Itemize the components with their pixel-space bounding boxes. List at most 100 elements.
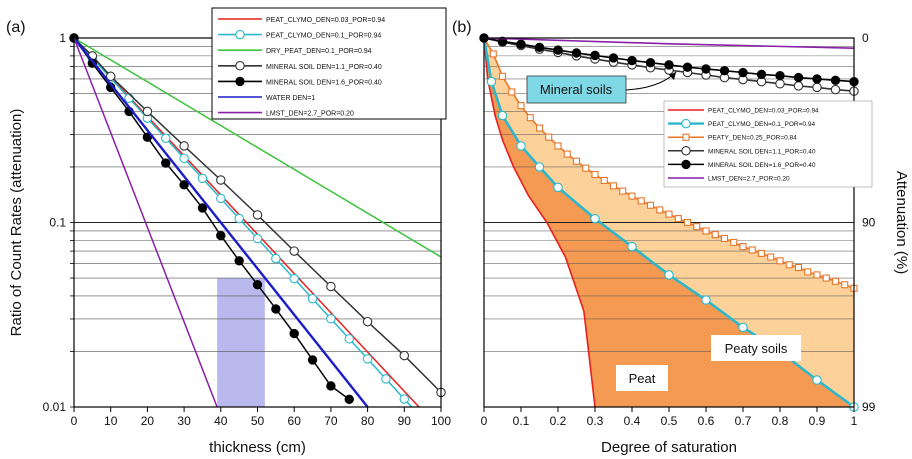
legend-marker-b (681, 159, 691, 170)
series-b-2-point (656, 206, 664, 214)
series-b-2-point (572, 157, 581, 165)
series-b-2-point (711, 231, 719, 239)
series-b-2-point (748, 246, 756, 254)
series-b-4-point (571, 48, 582, 58)
ytick-label-a: 1 (59, 31, 66, 45)
xtick-label-b: 0.8 (772, 414, 789, 428)
series-b-3-point (775, 78, 785, 89)
series-b-4-point (719, 65, 730, 76)
series-a-1-point (344, 334, 354, 344)
legend-a: PEAT_CLYMO_DEN=0.03_POR=0.94 PEAT_CLYMO_D… (211, 7, 447, 120)
series-a-4-point (271, 304, 281, 314)
series-a-1-point (307, 293, 318, 304)
xtick-label-b: 0.6 (698, 414, 715, 428)
xtick-label-a: 30 (177, 414, 191, 428)
series-b-2-point (822, 274, 830, 282)
series-a-1-point (124, 93, 134, 103)
xtick-label-b: 0.5 (661, 414, 678, 428)
xtick-label-b: 0.7 (735, 414, 752, 428)
xtick-label-b: 1 (851, 414, 858, 428)
legend-marker-a (235, 76, 245, 87)
legend-label-b: LMST_DEN=2.7_POR=0.20 (708, 176, 790, 183)
series-b-3-point (812, 82, 822, 93)
series-a-1-point (381, 374, 391, 384)
xtick-label-a: 70 (324, 414, 338, 428)
mineral-soils-box (526, 75, 627, 104)
x-axis-label-a: thickness (cm) (209, 439, 306, 456)
series-b-2-point (637, 197, 645, 205)
series-a-4-line (73, 37, 350, 401)
series-b-2-point (702, 227, 710, 235)
legend-box-a (211, 7, 447, 120)
series-a-4-point (289, 328, 299, 339)
xtick-label-b: 0.2 (550, 414, 567, 428)
series-b-2-point (767, 253, 775, 261)
series-b-1-point (516, 141, 526, 151)
series-a-2-line (73, 37, 442, 258)
legend-label-b: PEAT_CLYMO_DEN=0.1_POR=0.94 (708, 121, 815, 128)
series-a-3-point (399, 350, 410, 361)
series-b-2-point (591, 170, 599, 179)
mineral-soils-arrowhead (669, 72, 676, 80)
series-b-2-point (619, 187, 627, 195)
legend-box-b (663, 100, 873, 188)
series-b-2-point (794, 263, 803, 272)
xtick-label-a: 80 (361, 414, 375, 428)
legend-label-b: MINERAL SOIL DEN=1.6_POR=0.40 (708, 162, 816, 169)
series-b-4-point (590, 50, 600, 61)
legend-label-a: DRY_PEAT_DEN=0.1_POR=0.94 (266, 48, 372, 55)
series-a-3-point (105, 71, 116, 82)
legend-label-a: MINERAL SOIL DEN=1.6_POR=0.40 (266, 79, 382, 86)
series-a-1-point (362, 354, 373, 364)
series-b-5-line (483, 37, 855, 49)
y-axis-label-b: Attenuation (%) (893, 171, 910, 274)
series-a-4-point (307, 355, 318, 365)
series-a-1-point (326, 314, 336, 324)
series-b-2-point (739, 243, 747, 251)
xtick-label-a: 20 (141, 414, 155, 428)
xtick-label-b: 0.3 (587, 414, 604, 428)
panel-a: 0 10 20 30 40 50 60 70 80 90 100 1 0.1 0.01 (a) thickne… (6, 7, 451, 456)
legend-marker-a (235, 29, 245, 40)
series-b-2-point (517, 102, 525, 110)
series-a-6-line (73, 37, 218, 408)
series-a-1-point (234, 213, 244, 224)
series-a-4-point (252, 280, 263, 290)
series-b-4-point (701, 64, 711, 74)
panel-b: 0 0.1 0.2 0.3 0.4 0.5 0.6 0.7 0.8 0.9 1 0 90 99 (b) Deg… (452, 19, 910, 456)
series-b-2-point (693, 223, 701, 231)
peat-box (616, 365, 668, 391)
series-b-2-point (757, 249, 766, 257)
legend-marker-b (681, 118, 691, 129)
series-a-1-point (197, 173, 208, 184)
series-a-1-point (399, 394, 410, 404)
xtick-label-a: 90 (398, 414, 412, 428)
series-b-2-point (582, 164, 590, 172)
xtick-label-a: 40 (214, 414, 228, 428)
series-a-4-point (197, 203, 208, 213)
series-b-4-point (516, 39, 526, 49)
series-b-2-point (720, 234, 729, 242)
legend-marker-a (235, 61, 245, 71)
series-b-2-point (489, 50, 497, 58)
series-b-2-point (646, 201, 655, 209)
series-b-4-point (553, 45, 563, 55)
series-b-2-point (609, 182, 618, 190)
series-a-3-point (179, 141, 189, 151)
series-a-1-point (252, 233, 263, 244)
series-b-3-point (830, 84, 841, 95)
xtick-label-a: 0 (71, 414, 78, 428)
series-b-1-point (590, 213, 600, 224)
ytick-label-a: 0.01 (43, 400, 67, 414)
series-a-1-point (179, 153, 189, 164)
series-a-4-point (344, 394, 354, 405)
series-b-4-point (664, 60, 674, 70)
series-b-1-point (553, 182, 563, 193)
legend-label-b: PEATY_DEN=0.25_POR=0.84 (708, 135, 797, 142)
series-a-4-point (179, 180, 189, 190)
xtick-label-a: 100 (431, 414, 451, 428)
series-a-3-point (252, 210, 263, 220)
series-b-1-point (701, 295, 711, 305)
series-a-1-point (289, 273, 299, 284)
